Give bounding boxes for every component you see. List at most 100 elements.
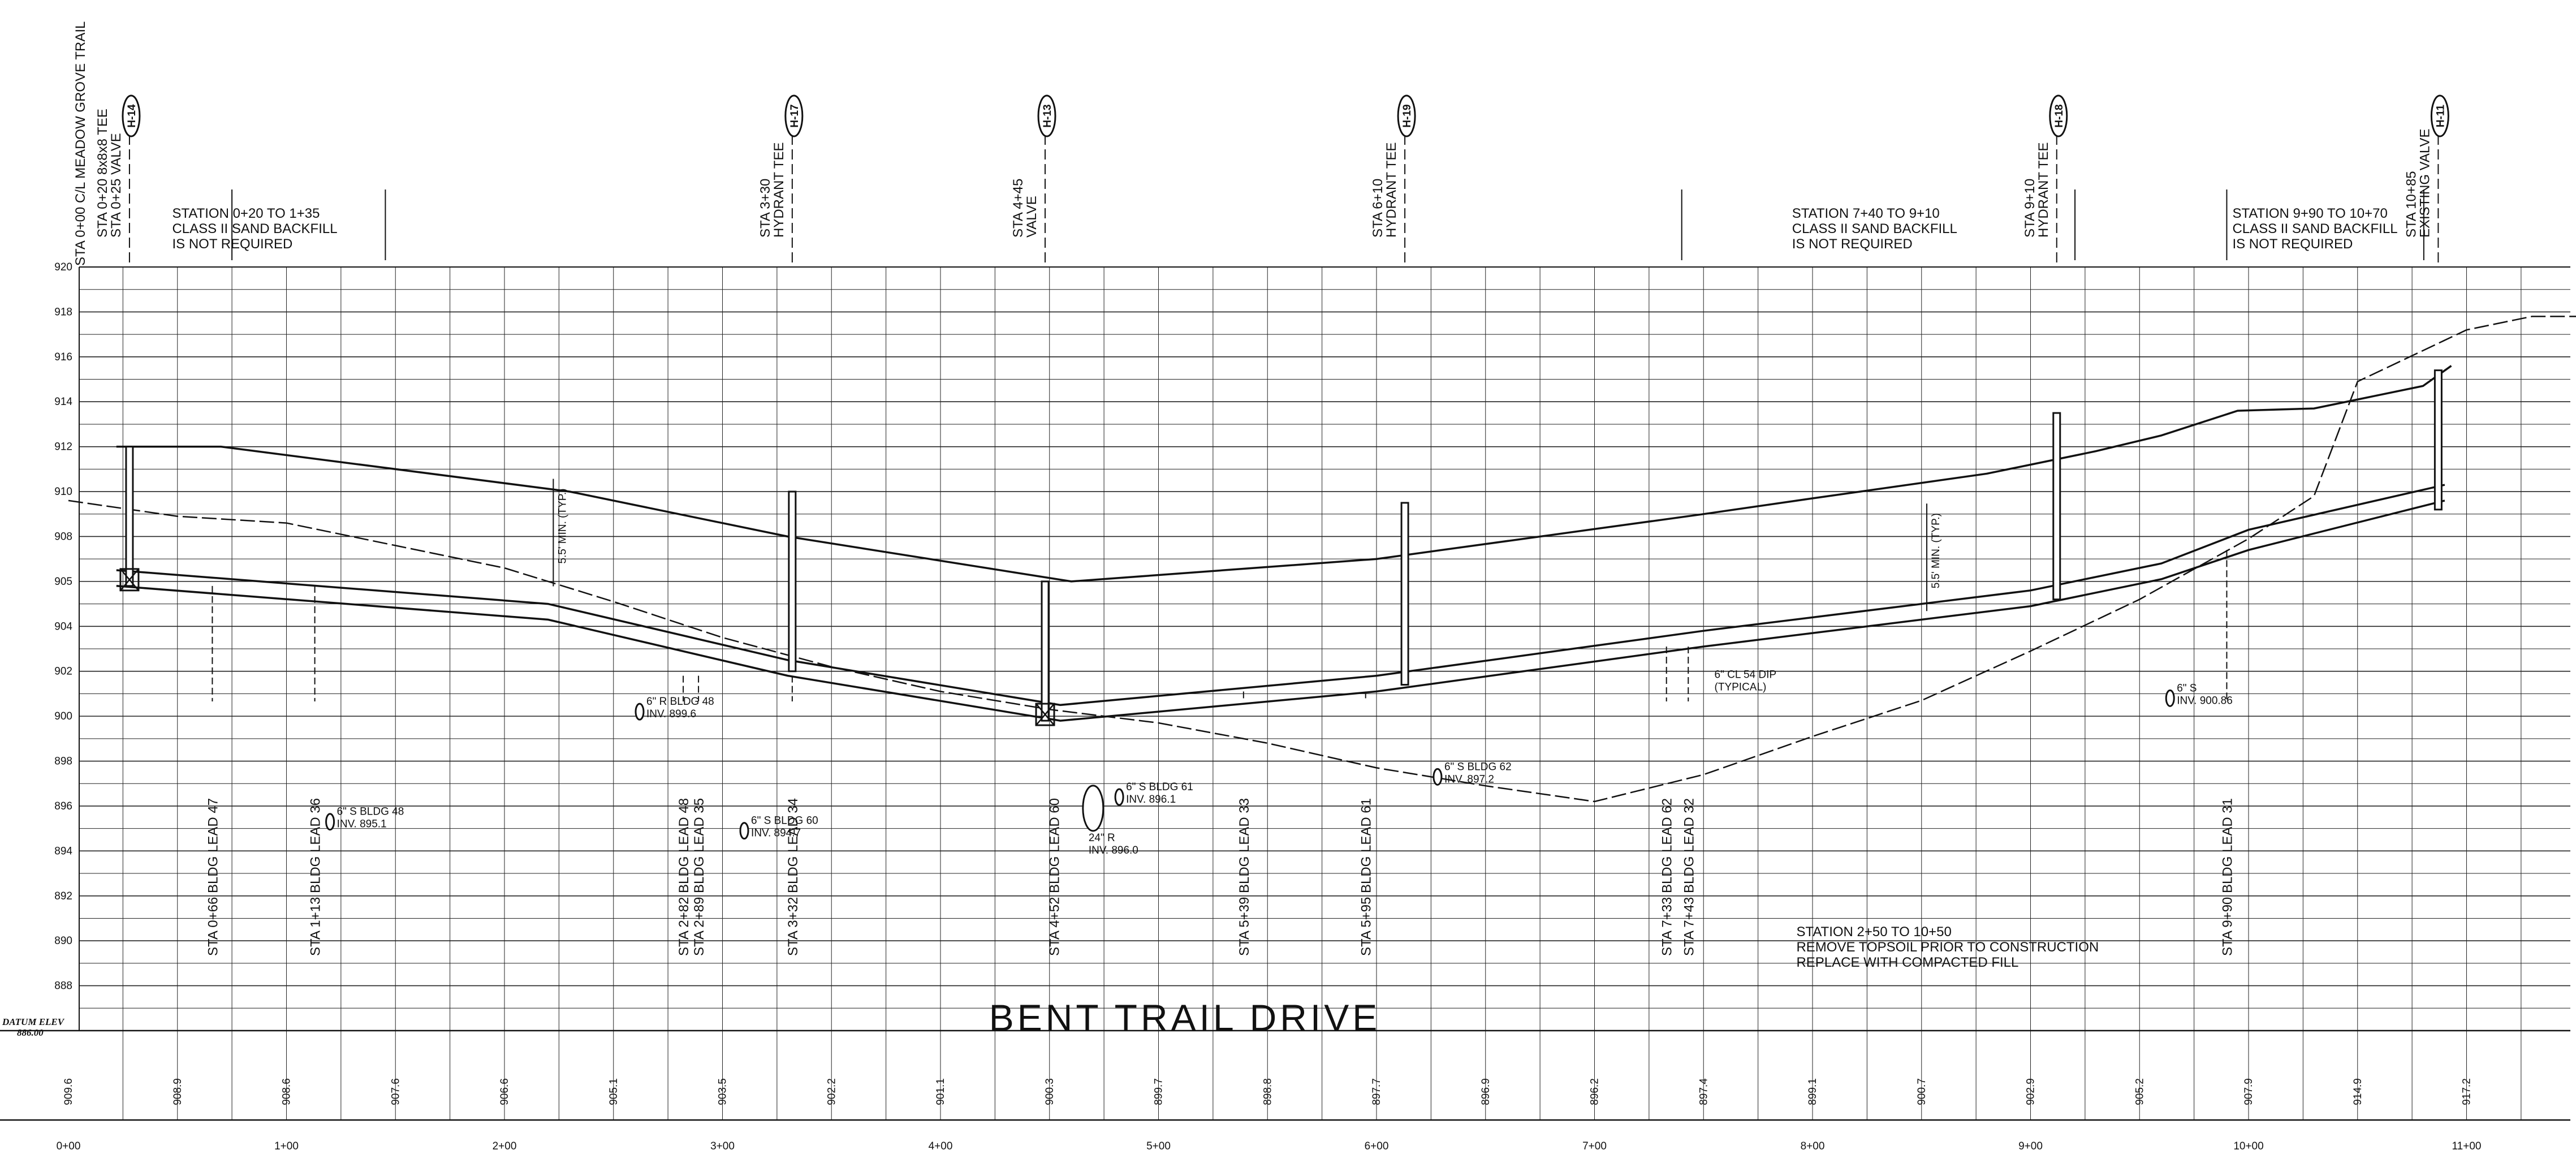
elevation-row-value: 900.7 (1916, 1078, 1928, 1105)
structure-code: H-19 (1401, 104, 1413, 127)
crossing-label: INV. 896.0 (1089, 845, 1138, 856)
structure-code: H-11 (2435, 105, 2446, 128)
profile-lines (68, 316, 2576, 803)
elevation-tick-label: 900 (54, 710, 72, 722)
structure-code: H-17 (789, 104, 801, 127)
building-lead-label: STA 2+82 BLDG LEAD 48 (676, 798, 692, 956)
hydrant-riser (125, 446, 134, 587)
elevation-tick-label: 910 (54, 486, 72, 498)
structure-code: H-18 (2053, 104, 2065, 127)
elevation-row-value: 909.6 (63, 1078, 75, 1105)
water-main-bottom (116, 499, 2445, 722)
elevation-row-value: 907.9 (2243, 1078, 2255, 1105)
note-line: IS NOT REQUIRED (2232, 236, 2353, 252)
crossing-label: 6" S BLDG 61 (1126, 781, 1193, 793)
elevation-tick-label: 908 (54, 531, 72, 542)
crossing-label: 6" S BLDG 60 (751, 815, 818, 827)
crossing-pipe-section (325, 813, 335, 831)
structure-label: HYDRANT TEE (2036, 143, 2051, 238)
elevation-row-value: 900.3 (1044, 1078, 1056, 1105)
elevation-row-value: 901.1 (935, 1078, 947, 1105)
structure-tag-oval (122, 94, 141, 137)
crossing-label: INV. 895.1 (337, 819, 387, 830)
crossing-label: 24" R (1089, 832, 1115, 844)
water-main-top (116, 484, 2445, 707)
station-tick-label: 11+00 (2452, 1140, 2482, 1152)
hydrant-riser (2052, 412, 2061, 601)
crossing-label: 6" S BLDG 48 (337, 806, 404, 818)
elevation-tick-label: 888 (54, 980, 72, 992)
hydrant-riser (2433, 369, 2443, 511)
crossing-pipe-section (1082, 785, 1104, 832)
elevation-row-value: 897.7 (1371, 1078, 1383, 1105)
station-tick-label: 2+00 (493, 1140, 517, 1152)
elevation-row-value: 905.1 (608, 1078, 620, 1105)
structure-label: EXISTING VALVE (2417, 128, 2432, 238)
station-tick-label: 10+00 (2233, 1140, 2263, 1152)
callout: 5.5' MIN. (TYP.) (553, 479, 568, 587)
valve-box (119, 568, 140, 592)
structure-tag-oval (2430, 94, 2449, 137)
elevation-tick-label: 902 (54, 666, 72, 678)
structure-label: STA 4+45 (1011, 179, 1026, 238)
hydrant-riser (1400, 502, 1409, 686)
structure-tag-oval (784, 94, 804, 137)
structure-label: VALVE (1024, 196, 1039, 238)
elevation-row-value: 902.9 (2025, 1078, 2037, 1105)
cover-dimension-label: 5.5' MIN. (TYP.) (1930, 513, 1942, 588)
structure-tag-oval (2049, 94, 2068, 137)
callout-label: (TYPICAL) (1715, 682, 1767, 694)
station-tick-label: 3+00 (710, 1140, 735, 1152)
elevation-tick-label: 905 (54, 576, 72, 588)
profile-grid (79, 266, 2570, 1120)
note-line: REMOVE TOPSOIL PRIOR TO CONSTRUCTION (1796, 940, 2099, 955)
crossing-label: INV. 894.7 (751, 828, 801, 839)
callout: 6" CL 54 DIP(TYPICAL) (1715, 669, 1777, 694)
building-lead-label: STA 3+32 BLDG LEAD 34 (786, 798, 801, 956)
station-tick-label: 7+00 (1582, 1140, 1607, 1152)
elevation-tick-label: 912 (54, 441, 72, 453)
elevation-tick-label: 920 (54, 261, 72, 273)
structure-label: STA 6+10 (1370, 179, 1386, 238)
building-lead-label: STA 4+52 BLDG LEAD 60 (1047, 798, 1062, 956)
station-axis: 0+00 1+00 2+00 3+00 4+00 5+00 6+00 7+00 8+00 9+00… (57, 1078, 2482, 1152)
building-lead-label: STA 5+39 BLDG LEAD 33 (1237, 798, 1252, 956)
elevation-tick-label: 896 (54, 800, 72, 812)
crossing-pipe-section (1432, 768, 1443, 786)
elevation-tick-label: 918 (54, 306, 72, 318)
profile-frame (0, 266, 2570, 1121)
elevation-row-value: 906.6 (499, 1078, 511, 1105)
crossing-label: INV. 896.1 (1126, 794, 1176, 806)
structure-label: STA 9+10 (2022, 179, 2038, 238)
crossing-pipe-section (635, 703, 645, 721)
cover-dimension-label: 5.5' MIN. (TYP.) (556, 488, 568, 563)
elevation-row-value: 899.1 (1807, 1078, 1819, 1105)
elevation-row-value: 908.9 (172, 1078, 184, 1105)
station-tick-label: 5+00 (1146, 1140, 1171, 1152)
elevation-tick-label: 916 (54, 351, 72, 363)
elevation-row-value: 896.9 (1480, 1078, 1492, 1105)
building-lead-label: STA 7+43 BLDG LEAD 32 (1681, 798, 1697, 956)
crossing-pipe-section (1114, 788, 1124, 806)
note-line: STATION 7+40 TO 9+10 (1792, 206, 1940, 221)
note-line: STATION 0+20 TO 1+35 (172, 206, 320, 221)
callout: 5.5' MIN. (TYP.) (1926, 503, 1942, 611)
elevation-tick-label: 890 (54, 935, 72, 947)
